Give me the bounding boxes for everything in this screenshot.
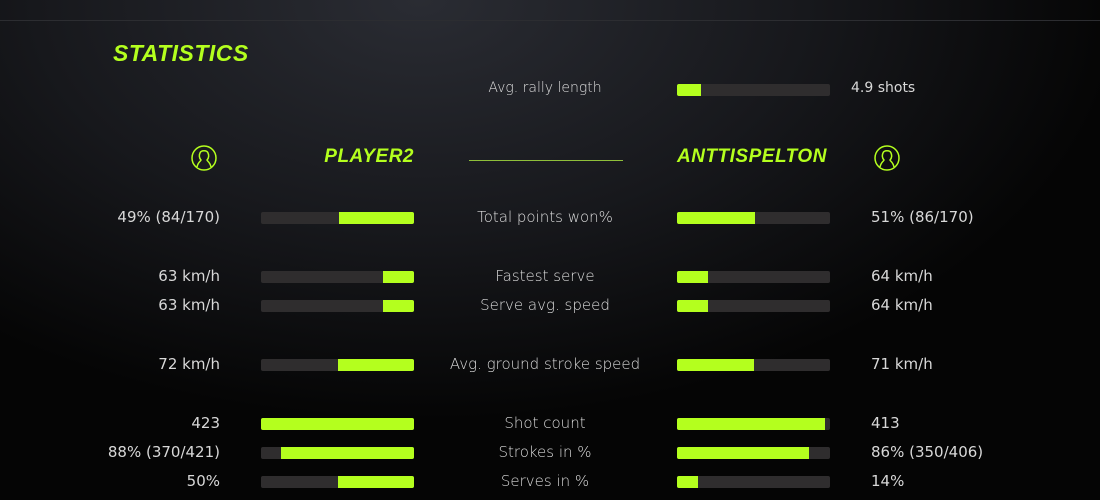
stat-right-value: 413 bbox=[871, 414, 900, 432]
stat-right-bar-fill bbox=[677, 271, 708, 283]
stat-right-bar-fill bbox=[677, 359, 754, 371]
stat-right-value: 51% (86/170) bbox=[871, 208, 974, 226]
stat-left-value: 63 km/h bbox=[158, 296, 220, 314]
stat-left-bar bbox=[261, 271, 414, 283]
rally-bar bbox=[677, 84, 830, 96]
stat-right-bar-fill bbox=[677, 476, 699, 488]
stat-left-value: 423 bbox=[191, 414, 220, 432]
stat-left-bar bbox=[261, 212, 414, 224]
stat-left-bar bbox=[261, 447, 414, 459]
rally-label: Avg. rally length bbox=[488, 80, 602, 96]
user-circle-icon bbox=[874, 145, 900, 171]
player-left-name: PLAYER2 bbox=[324, 146, 414, 167]
stat-left-bar bbox=[261, 418, 414, 430]
stat-left-bar bbox=[261, 300, 414, 312]
stat-right-value: 14% bbox=[871, 472, 905, 490]
stat-label: Serve avg. speed bbox=[480, 296, 610, 314]
stat-left-bar-fill bbox=[280, 447, 414, 459]
player-right-name: ANTTISPELTON bbox=[677, 146, 827, 167]
stat-right-value: 71 km/h bbox=[871, 355, 933, 373]
stat-left-bar-fill bbox=[339, 212, 414, 224]
stat-right-bar bbox=[677, 476, 830, 488]
rally-bar-fill bbox=[677, 84, 702, 96]
stat-right-bar bbox=[677, 271, 830, 283]
stat-label: Avg. ground stroke speed bbox=[449, 355, 641, 373]
stat-label: Serves in % bbox=[500, 472, 590, 490]
stat-right-bar bbox=[677, 359, 830, 371]
user-circle-icon bbox=[191, 145, 217, 171]
stat-label: Total points won% bbox=[477, 208, 613, 226]
header-divider bbox=[469, 160, 623, 161]
stat-right-bar bbox=[677, 300, 830, 312]
stat-label: Shot count bbox=[504, 414, 586, 432]
stat-right-bar bbox=[677, 418, 830, 430]
top-divider bbox=[0, 20, 1100, 21]
stat-left-bar bbox=[261, 359, 414, 371]
rally-value: 4.9 shots bbox=[851, 80, 916, 96]
stat-left-value: 50% bbox=[186, 472, 220, 490]
stat-left-bar-fill bbox=[261, 418, 414, 430]
page-title: STATISTICS bbox=[113, 40, 249, 66]
stat-left-value: 88% (370/421) bbox=[107, 443, 220, 461]
stat-label: Strokes in % bbox=[498, 443, 592, 461]
stat-left-bar-fill bbox=[383, 300, 414, 312]
stat-left-value: 49% (84/170) bbox=[117, 208, 220, 226]
stat-right-bar-fill bbox=[677, 447, 809, 459]
stat-left-bar bbox=[261, 476, 414, 488]
stat-right-value: 64 km/h bbox=[871, 296, 933, 314]
stat-left-value: 72 km/h bbox=[158, 355, 220, 373]
stat-right-value: 64 km/h bbox=[871, 267, 933, 285]
stat-left-bar-fill bbox=[337, 359, 414, 371]
stat-right-bar bbox=[677, 212, 830, 224]
stat-right-bar-fill bbox=[677, 212, 756, 224]
stat-left-bar-fill bbox=[383, 271, 414, 283]
stat-right-bar bbox=[677, 447, 830, 459]
stat-left-value: 63 km/h bbox=[158, 267, 220, 285]
stat-label: Fastest serve bbox=[495, 267, 595, 285]
stat-right-bar-fill bbox=[677, 300, 708, 312]
stat-right-bar-fill bbox=[677, 418, 826, 430]
stat-right-value: 86% (350/406) bbox=[871, 443, 984, 461]
stat-left-bar-fill bbox=[337, 476, 414, 488]
